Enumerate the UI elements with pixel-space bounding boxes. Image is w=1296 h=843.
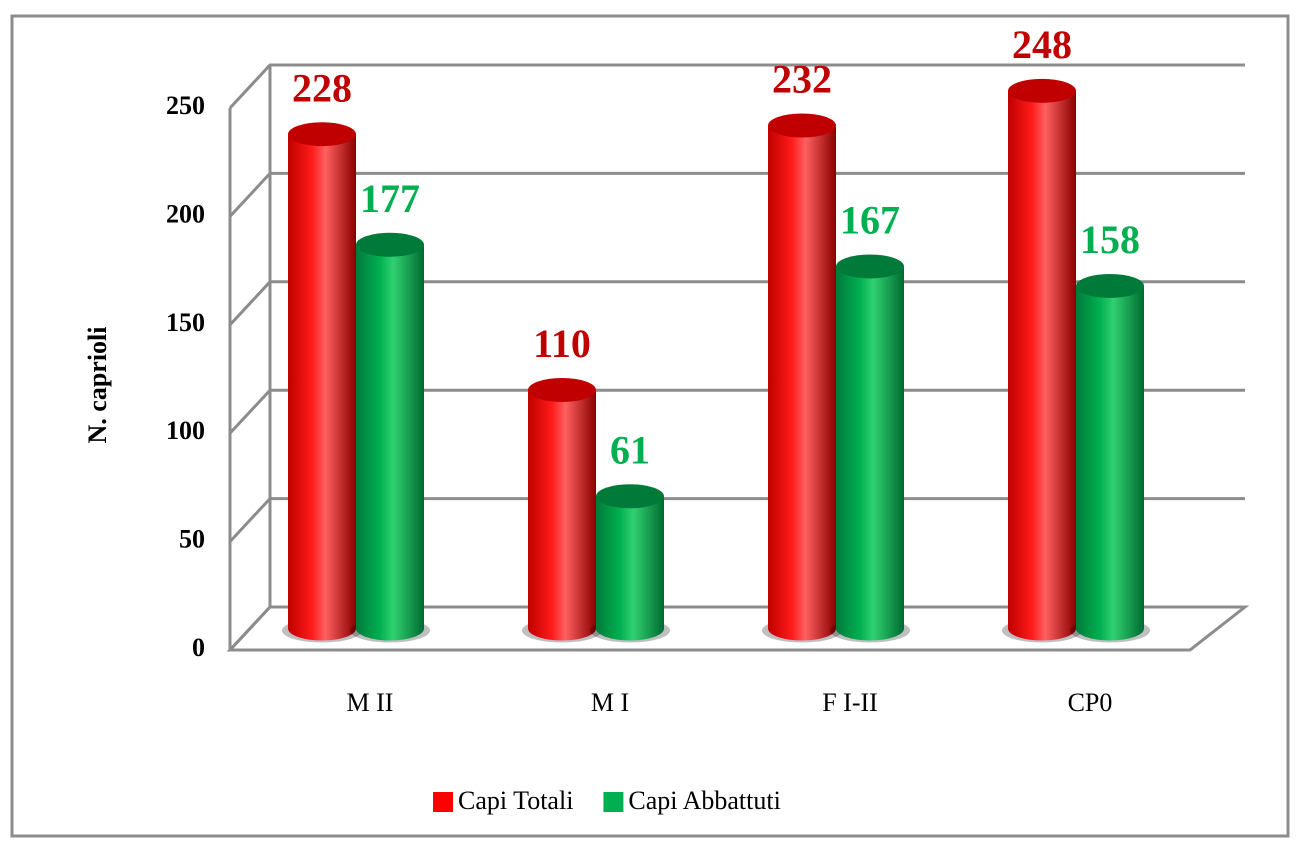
value-label: 167 — [840, 198, 900, 243]
legend-label: Capi Abbattuti — [628, 786, 780, 815]
y-tick-label: 50 — [179, 525, 205, 554]
grid-line — [228, 280, 1245, 326]
cylinder-top — [596, 484, 664, 509]
y-tick-label: 200 — [166, 199, 205, 228]
y-tick-label: 150 — [166, 308, 205, 337]
legend-swatch — [603, 792, 624, 812]
cylinder — [522, 378, 602, 643]
cylinder — [762, 113, 842, 643]
legend-label: Capi Totali — [458, 786, 573, 815]
grid-line — [228, 63, 1245, 110]
grid-line — [228, 171, 1245, 218]
cylinder-top — [768, 113, 836, 138]
x-tick-label: M II — [347, 688, 394, 717]
value-label: 248 — [1012, 22, 1072, 67]
y-tick-label: 250 — [166, 91, 205, 120]
value-label: 158 — [1080, 217, 1140, 262]
value-label: 61 — [610, 427, 650, 472]
cylinder-body — [836, 266, 904, 641]
legend-swatch — [433, 792, 453, 812]
cylinder — [350, 232, 430, 643]
cylinder-top — [356, 232, 424, 257]
y-tick-label: 100 — [166, 416, 205, 445]
value-label: 232 — [772, 57, 832, 102]
value-label: 228 — [292, 65, 352, 110]
grid-line — [228, 605, 1245, 652]
cylinder — [590, 484, 670, 643]
y-axis-label: N. caprioli — [83, 327, 112, 444]
x-tick-label: M I — [591, 688, 629, 717]
cylinder-top — [528, 378, 596, 403]
grid-line — [228, 388, 1245, 435]
cylinder — [1002, 78, 1082, 643]
cylinder-body — [288, 134, 356, 641]
cylinder-body — [356, 244, 424, 641]
x-tick-label: CP0 — [1068, 688, 1113, 717]
cylinder-top — [288, 122, 356, 147]
cylinder-top — [1008, 78, 1076, 103]
cylinder-top — [836, 254, 904, 279]
cylinder-body — [1008, 90, 1076, 641]
x-tick-label: F I-II — [822, 688, 878, 717]
value-label: 110 — [533, 321, 591, 366]
cylinder — [1070, 273, 1150, 643]
cylinder-body — [528, 390, 596, 641]
cylinder — [830, 254, 910, 643]
cylinder-top — [1076, 273, 1144, 298]
cylinder-body — [768, 125, 836, 641]
grid-line — [228, 497, 1245, 543]
value-label: 177 — [360, 176, 420, 221]
cylinder — [282, 122, 362, 643]
cylinder-body — [596, 496, 664, 641]
cylinder-body — [1076, 285, 1144, 641]
y-tick-label: 0 — [192, 633, 205, 662]
